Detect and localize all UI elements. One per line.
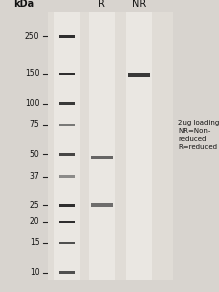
- Text: R: R: [98, 0, 105, 9]
- Text: 37: 37: [30, 172, 39, 181]
- Text: 25: 25: [30, 201, 39, 210]
- Text: 20: 20: [30, 217, 39, 226]
- Text: 75: 75: [30, 120, 39, 129]
- Text: 250: 250: [25, 32, 39, 41]
- Text: 100: 100: [25, 99, 39, 108]
- Text: 150: 150: [25, 69, 39, 78]
- Text: NR: NR: [132, 0, 146, 9]
- Text: 15: 15: [30, 238, 39, 247]
- Text: 10: 10: [30, 268, 39, 277]
- Text: 2ug loading
NR=Non-
reduced
R=reduced: 2ug loading NR=Non- reduced R=reduced: [178, 120, 219, 150]
- Text: 50: 50: [30, 150, 39, 159]
- Text: kDa: kDa: [13, 0, 34, 9]
